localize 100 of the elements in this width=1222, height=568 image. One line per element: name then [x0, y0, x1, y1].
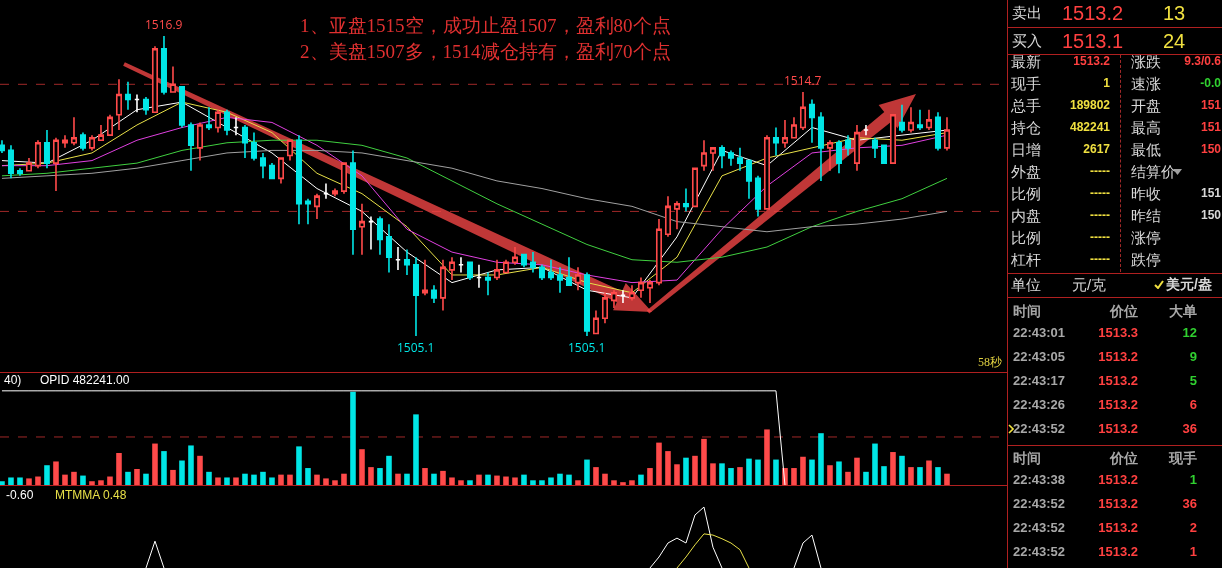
bar	[170, 469, 176, 485]
candlestick	[709, 147, 716, 172]
bar	[647, 468, 653, 485]
candlestick	[592, 309, 599, 335]
candlestick	[466, 261, 473, 281]
bar	[737, 467, 743, 485]
bar	[791, 468, 797, 485]
bar	[656, 442, 662, 485]
bar	[557, 473, 563, 485]
candlestick	[943, 116, 950, 152]
candlestick	[880, 144, 887, 164]
candlestick	[106, 114, 113, 136]
bar	[521, 474, 527, 485]
bar	[728, 468, 734, 485]
text: 内盘	[1011, 206, 1041, 225]
text: -----	[1090, 208, 1110, 223]
bar	[0, 481, 5, 485]
candlestick	[232, 116, 239, 136]
text: 结算价	[1131, 162, 1176, 181]
bar	[269, 477, 275, 485]
text: 现手	[1169, 450, 1197, 467]
candlestick	[925, 108, 932, 131]
candlestick	[142, 96, 149, 116]
candlestick	[16, 167, 23, 177]
candlestick	[394, 246, 401, 271]
text: 6	[1189, 396, 1197, 413]
candlestick	[151, 45, 158, 114]
text: 大单	[1169, 303, 1197, 320]
candlestick	[178, 86, 185, 129]
bar	[854, 457, 860, 485]
bar	[404, 473, 410, 485]
candlestick	[43, 129, 50, 169]
candlestick	[529, 251, 536, 274]
text: 58秒	[978, 355, 1002, 369]
candlestick	[565, 256, 572, 286]
candlestick	[538, 264, 545, 281]
bar	[917, 467, 923, 485]
bar	[710, 463, 716, 485]
text: -0.60	[6, 488, 34, 502]
text: 482241	[1069, 120, 1110, 135]
candlestick	[250, 131, 257, 162]
text: 美元/盎	[1166, 276, 1212, 293]
candlestick	[772, 126, 779, 157]
bar	[593, 467, 599, 485]
candlestick	[241, 124, 248, 159]
candlestick	[97, 124, 104, 142]
text: 12	[1182, 324, 1197, 341]
candlestick	[88, 134, 95, 152]
text: -----	[1090, 164, 1110, 179]
bar	[827, 465, 833, 485]
text: 22:43:01	[1013, 324, 1066, 341]
bar	[386, 455, 392, 485]
bar	[476, 474, 482, 485]
bar	[287, 474, 293, 485]
bar	[836, 461, 842, 485]
candlestick	[916, 108, 923, 131]
candlestick	[52, 136, 59, 192]
text: 1	[1189, 471, 1197, 488]
text: 外盘	[1011, 162, 1041, 181]
candlestick	[718, 144, 725, 169]
bar	[935, 467, 941, 485]
text: -----	[1090, 230, 1110, 245]
bar	[422, 468, 428, 485]
bar	[305, 468, 311, 485]
bar	[665, 451, 671, 485]
bar	[359, 449, 365, 485]
text: 1513.2	[1098, 519, 1138, 536]
candlestick	[646, 279, 653, 304]
bar	[584, 459, 590, 485]
bar	[890, 452, 896, 485]
candlestick	[115, 78, 122, 131]
bar	[260, 471, 266, 485]
candlestick	[358, 203, 365, 256]
text: 总手	[1011, 96, 1041, 115]
candlestick	[421, 258, 428, 297]
bar	[377, 468, 383, 485]
candlestick	[556, 266, 563, 294]
candlestick	[754, 175, 761, 218]
candlestick	[259, 152, 266, 180]
candlestick	[673, 200, 680, 231]
text: 1513.2	[1098, 420, 1138, 437]
bar	[602, 473, 608, 485]
text: 买入	[1012, 31, 1042, 50]
bar	[332, 480, 338, 485]
bar	[845, 471, 851, 485]
bar	[764, 429, 770, 485]
text: 1513.2	[1098, 372, 1138, 389]
candlestick	[610, 289, 617, 309]
text: 涨停	[1131, 228, 1161, 247]
bar	[458, 480, 464, 485]
candlestick	[349, 149, 356, 256]
text: 杠杆	[1011, 250, 1041, 269]
text: 1513.2	[1098, 543, 1138, 560]
bar	[818, 433, 824, 485]
bar	[80, 475, 86, 485]
bar	[908, 467, 914, 485]
candlestick	[214, 108, 221, 134]
bar	[773, 459, 779, 485]
bar	[71, 471, 77, 485]
candlestick	[376, 215, 383, 256]
